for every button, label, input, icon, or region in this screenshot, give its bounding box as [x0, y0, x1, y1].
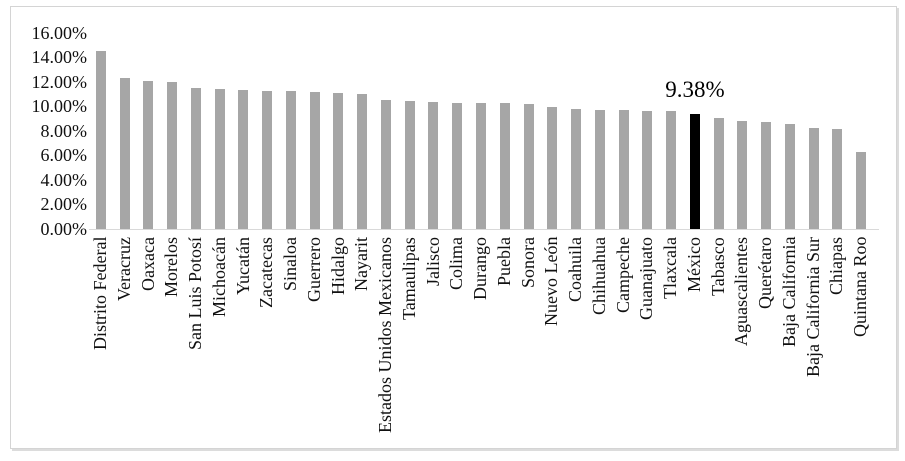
x-category-label: Jalisco — [422, 237, 443, 286]
bar — [428, 101, 439, 229]
x-category-label: Michoacán — [208, 237, 229, 317]
x-category-label: Nayarit — [351, 237, 372, 291]
x-category-label: Sonora — [517, 237, 538, 288]
x-category-label: Estados Unidos Mexicanos — [375, 237, 396, 433]
x-axis-line — [89, 229, 879, 230]
x-category-label: Baja California — [778, 237, 799, 348]
bar — [119, 78, 130, 229]
bar — [856, 151, 867, 229]
y-tick-label: 16.00% — [31, 22, 88, 43]
bar — [594, 109, 605, 229]
y-tick-label: 10.00% — [31, 96, 88, 116]
bar — [571, 108, 582, 229]
x-category-label: San Luis Potosí — [185, 237, 206, 351]
x-category-label: Chiapas — [826, 237, 847, 295]
x-category-label: Zacatecas — [256, 237, 277, 308]
highlight-value-label: 9.38% — [665, 77, 725, 102]
bar — [808, 127, 819, 229]
bars-container — [11, 7, 896, 448]
bar — [666, 111, 677, 229]
bar — [475, 102, 486, 229]
x-category-label: Quintana Roo — [850, 237, 871, 338]
y-tick-label: 6.00% — [40, 145, 88, 165]
bar — [333, 93, 344, 229]
x-category-label: Morelos — [161, 237, 182, 297]
x-category-label: Guerrero — [303, 237, 324, 302]
bar — [190, 87, 201, 229]
bar — [143, 80, 154, 229]
bar — [523, 104, 534, 229]
x-category-label: Guanajuato — [636, 237, 657, 320]
x-category-label: Yucatán — [232, 237, 253, 295]
y-tick-label: 12.00% — [31, 71, 88, 92]
x-category-label: Oaxaca — [137, 237, 158, 291]
bar — [238, 90, 249, 229]
x-category-label: Tlaxcala — [660, 237, 681, 299]
x-category-label: Aguascalientes — [731, 237, 752, 346]
bar — [832, 128, 843, 229]
x-axis-labels: Distrito Federal Veracruz Oaxaca Morelos San… — [11, 7, 896, 448]
bar-chart: 0.00% 2.00% 4.00% 6.00% 8.00% 10.00% 12.00% 14.… — [11, 7, 896, 448]
x-category-label: Durango — [470, 237, 491, 300]
x-category-label: Chihuahua — [588, 237, 609, 315]
x-category-label: Hidalgo — [327, 237, 348, 295]
x-category-label: México — [683, 237, 704, 292]
y-axis: 0.00% 2.00% 4.00% 6.00% 8.00% 10.00% 12.00% 14.… — [11, 7, 88, 448]
x-category-label: Veracruz — [113, 237, 134, 301]
bar — [784, 124, 795, 229]
bar — [380, 100, 391, 229]
x-category-label: Nuevo León — [541, 237, 562, 327]
bar — [547, 106, 558, 229]
bar — [214, 89, 225, 229]
x-category-label: Querétaro — [755, 237, 776, 309]
x-category-label: Tabasco — [707, 237, 728, 296]
bar — [167, 82, 178, 229]
bar — [713, 117, 724, 229]
x-category-label: Campeche — [612, 237, 633, 313]
x-category-label: Coahuila — [565, 237, 586, 302]
y-tick-label: 8.00% — [40, 120, 88, 141]
x-category-label: Puebla — [493, 237, 514, 286]
bar — [357, 94, 368, 229]
x-category-label: Colima — [446, 237, 467, 290]
y-tick-label: 2.00% — [40, 194, 88, 214]
x-category-label: Sinaloa — [280, 237, 301, 291]
bar — [309, 92, 320, 229]
bar — [737, 121, 748, 229]
y-tick-label: 4.00% — [40, 169, 88, 190]
bar — [618, 110, 629, 229]
x-category-label: Tamaulipas — [398, 237, 419, 320]
y-tick-label: 0.00% — [40, 218, 88, 239]
bar — [761, 122, 772, 229]
bar — [285, 91, 296, 229]
bar — [404, 100, 415, 229]
x-category-label: Distrito Federal — [90, 237, 110, 351]
y-tick-label: 14.00% — [31, 47, 88, 67]
x-category-label: Baja California Sur — [802, 237, 823, 377]
bar — [262, 90, 273, 229]
bar — [95, 51, 106, 229]
bar — [499, 103, 510, 229]
bar — [642, 110, 653, 229]
chart-frame: 0.00% 2.00% 4.00% 6.00% 8.00% 10.00% 12.00% 14.… — [10, 6, 897, 449]
bar — [452, 102, 463, 229]
bar-highlight — [689, 114, 700, 229]
